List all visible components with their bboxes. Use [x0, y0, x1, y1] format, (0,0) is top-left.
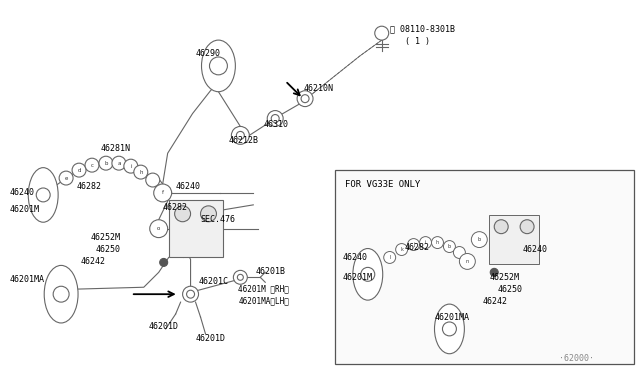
Text: 46281N: 46281N: [101, 144, 131, 153]
Text: 46201MA: 46201MA: [435, 312, 470, 321]
Circle shape: [59, 171, 73, 185]
Text: 46282: 46282: [404, 243, 429, 252]
Text: h: h: [139, 170, 143, 174]
Circle shape: [72, 163, 86, 177]
Text: h: h: [436, 240, 439, 245]
Text: 46282: 46282: [163, 203, 188, 212]
Text: 46201M: 46201M: [10, 205, 39, 214]
Circle shape: [361, 267, 375, 281]
Text: 46240: 46240: [343, 253, 368, 262]
Circle shape: [268, 110, 283, 126]
Text: b: b: [477, 237, 481, 242]
Text: 46201M 〈RH〉: 46201M 〈RH〉: [238, 285, 289, 294]
Ellipse shape: [44, 265, 78, 323]
Text: l: l: [389, 255, 390, 260]
Ellipse shape: [353, 248, 383, 300]
Circle shape: [53, 286, 69, 302]
Circle shape: [384, 251, 396, 263]
Circle shape: [124, 159, 138, 173]
Circle shape: [431, 237, 444, 248]
Text: i: i: [130, 164, 132, 169]
Text: d: d: [77, 168, 81, 173]
Text: k: k: [400, 247, 403, 252]
Text: 46240: 46240: [522, 245, 547, 254]
Circle shape: [234, 270, 247, 284]
Circle shape: [490, 268, 498, 276]
Ellipse shape: [202, 40, 236, 92]
Circle shape: [187, 290, 195, 298]
Text: 46240: 46240: [175, 182, 200, 190]
Circle shape: [99, 156, 113, 170]
Circle shape: [471, 232, 487, 247]
Text: 46201B: 46201B: [255, 267, 285, 276]
Text: e: e: [65, 176, 68, 180]
Text: 46252M: 46252M: [91, 233, 121, 242]
Circle shape: [112, 156, 126, 170]
Text: 46310: 46310: [263, 120, 288, 129]
Circle shape: [271, 115, 279, 122]
FancyBboxPatch shape: [335, 170, 634, 364]
Circle shape: [85, 158, 99, 172]
Text: a: a: [117, 161, 120, 166]
Text: i: i: [425, 240, 426, 245]
Text: 46290: 46290: [196, 48, 221, 58]
Text: Ⓑ 08110-8301B: Ⓑ 08110-8301B: [390, 25, 454, 34]
Text: ( 1 ): ( 1 ): [404, 36, 429, 46]
Circle shape: [200, 206, 216, 222]
Circle shape: [460, 253, 476, 269]
Circle shape: [494, 220, 508, 234]
FancyBboxPatch shape: [169, 200, 223, 257]
Text: 46201MA〈LH〉: 46201MA〈LH〉: [238, 296, 289, 306]
Text: 46252M: 46252M: [489, 273, 519, 282]
Ellipse shape: [28, 168, 58, 222]
Circle shape: [442, 322, 456, 336]
Circle shape: [420, 237, 431, 248]
Circle shape: [134, 165, 148, 179]
Text: 46250: 46250: [497, 285, 522, 294]
Text: c: c: [90, 163, 93, 168]
Text: SEC.476: SEC.476: [200, 215, 236, 224]
Text: b: b: [104, 161, 108, 166]
Text: o: o: [157, 226, 161, 231]
Circle shape: [182, 286, 198, 302]
Circle shape: [453, 247, 465, 259]
Text: 46242: 46242: [483, 296, 508, 306]
Text: 46201D: 46201D: [196, 334, 225, 343]
Text: 46201M: 46201M: [343, 273, 373, 282]
Circle shape: [396, 244, 408, 256]
Circle shape: [520, 220, 534, 234]
Circle shape: [444, 241, 456, 253]
Text: b: b: [448, 244, 451, 249]
Circle shape: [301, 95, 309, 103]
Circle shape: [36, 188, 50, 202]
Circle shape: [146, 173, 160, 187]
Circle shape: [150, 220, 168, 238]
Circle shape: [209, 57, 227, 75]
Text: 46201C: 46201C: [198, 277, 228, 286]
Text: 46282: 46282: [76, 182, 101, 190]
Text: FOR VG33E ONLY: FOR VG33E ONLY: [345, 180, 420, 189]
Text: f: f: [162, 190, 164, 195]
Text: 46242: 46242: [81, 257, 106, 266]
Circle shape: [408, 238, 420, 250]
Circle shape: [175, 206, 191, 222]
Text: n: n: [466, 259, 469, 264]
Ellipse shape: [435, 304, 465, 354]
Text: 46212B: 46212B: [228, 136, 259, 145]
Circle shape: [375, 26, 388, 40]
Circle shape: [160, 259, 168, 266]
Text: 46201MA: 46201MA: [10, 275, 44, 284]
Text: 46240: 46240: [10, 189, 35, 198]
Text: 46201D: 46201D: [148, 323, 179, 331]
Circle shape: [236, 131, 244, 140]
Circle shape: [154, 184, 172, 202]
FancyBboxPatch shape: [489, 215, 539, 264]
Text: ·62000·: ·62000·: [559, 354, 594, 363]
Text: 46210N: 46210N: [303, 84, 333, 93]
Text: j: j: [413, 242, 414, 247]
Circle shape: [297, 91, 313, 107]
Circle shape: [232, 126, 250, 144]
Text: 46250: 46250: [96, 245, 121, 254]
Circle shape: [237, 274, 243, 280]
